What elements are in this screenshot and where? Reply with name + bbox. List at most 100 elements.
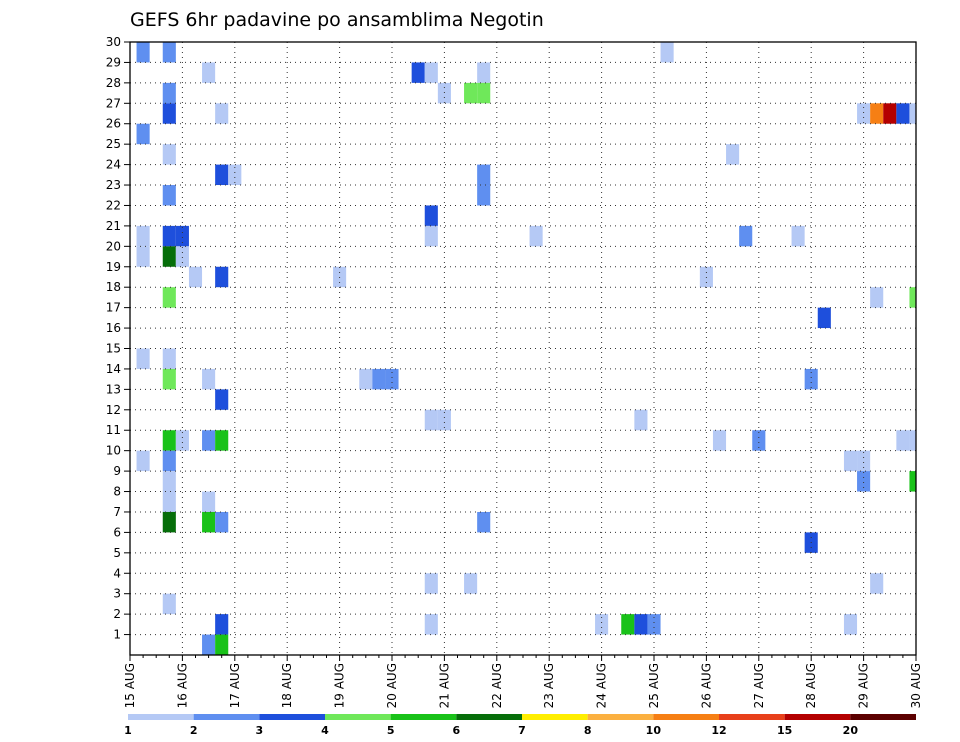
precip-cell: [437, 82, 451, 104]
precip-cell: [870, 103, 884, 124]
y-tick-label: 12: [106, 403, 121, 417]
y-tick-label: 9: [113, 464, 121, 478]
y-tick-label: 27: [106, 96, 121, 110]
precip-cell: [228, 164, 242, 186]
y-tick-label: 15: [106, 342, 121, 356]
plot-frame: [129, 41, 917, 656]
precip-cell: [136, 42, 150, 63]
y-tick-label: 19: [106, 260, 121, 274]
colorbar-label: 20: [843, 724, 859, 737]
colorbar-swatch: [456, 714, 522, 720]
x-tick-label: 16 AUG: [175, 663, 189, 708]
y-tick-label: 7: [113, 505, 121, 519]
precip-cell: [477, 62, 491, 83]
y-tick-label: 22: [106, 198, 121, 212]
precip-cell: [215, 430, 229, 451]
y-tick-label: 30: [106, 35, 121, 49]
precip-cell: [162, 430, 176, 451]
precip-cell: [857, 471, 871, 492]
colorbar-label: 12: [711, 724, 726, 737]
x-tick-label: 23 AUG: [542, 663, 556, 708]
precip-cell: [424, 573, 438, 594]
precip-cell: [595, 614, 609, 635]
chart-title: GEFS 6hr padavine po ansamblima Negotin: [130, 9, 544, 31]
x-tick-label: 24 AUG: [595, 663, 609, 708]
precip-cell: [424, 614, 438, 635]
precip-cell: [909, 103, 916, 124]
colorbar-label: 3: [256, 724, 264, 737]
precip-cell: [215, 389, 229, 410]
precip-cell: [817, 307, 831, 329]
precip-cell: [215, 511, 229, 533]
colorbar-swatch: [784, 714, 851, 720]
precip-cell: [333, 266, 347, 288]
precip-cell: [162, 450, 176, 472]
precip-cell: [909, 471, 916, 492]
colorbar-label: 10: [646, 724, 662, 737]
x-tick-label: 22 AUG: [490, 663, 504, 708]
colorbar-label: 2: [190, 724, 198, 737]
precip-cell: [739, 225, 753, 247]
colorbar-label: 1: [124, 724, 132, 737]
precip-cell: [424, 225, 438, 247]
precip-cell: [162, 144, 176, 165]
x-tick-label: 20 AUG: [385, 663, 399, 708]
colorbar-swatch: [522, 714, 588, 720]
y-tick-label: 11: [106, 423, 121, 437]
precip-cell: [870, 287, 884, 308]
precip-cell: [477, 164, 491, 186]
precip-cell: [699, 266, 713, 288]
x-axis: 15 AUG 16 AUG 17 AUG 18 AUG 19 AUG 20 AUG 21 A…: [123, 655, 923, 708]
y-tick-label: 29: [106, 55, 121, 69]
precip-cell: [424, 205, 438, 226]
precip-cell: [883, 103, 897, 124]
precip-cell: [464, 573, 478, 594]
precip-cell: [660, 42, 674, 63]
precip-cell: [621, 614, 635, 635]
colorbar-swatch: [850, 714, 916, 720]
precip-cell: [215, 164, 229, 186]
precip-cell: [162, 593, 176, 615]
precip-cell: [162, 511, 176, 533]
x-tick-label: 27 AUG: [752, 663, 766, 708]
precip-cell: [136, 348, 150, 369]
precip-cell: [202, 62, 216, 83]
precip-cell: [202, 511, 216, 533]
x-tick-label: 15 AUG: [123, 663, 137, 708]
precip-cell: [162, 348, 176, 369]
precip-cell: [477, 185, 491, 206]
precip-cell: [529, 225, 543, 247]
colorbar-swatch: [587, 714, 654, 720]
precip-cell: [896, 430, 910, 451]
precip-cell: [162, 82, 176, 104]
y-tick-label: 21: [106, 219, 121, 233]
colorbar-swatch: [259, 714, 325, 720]
precip-cell: [136, 225, 150, 247]
precip-cell: [215, 614, 229, 635]
x-tick-label: 17 AUG: [228, 663, 242, 708]
precip-cell: [477, 82, 491, 104]
precip-cell: [162, 368, 176, 390]
precip-cell: [202, 368, 216, 390]
precip-cell: [712, 430, 727, 451]
precip-cell: [136, 123, 150, 145]
y-tick-label: 28: [106, 76, 121, 90]
y-tick-label: 23: [106, 178, 121, 192]
precip-cell: [909, 430, 916, 451]
precip-cell: [464, 82, 478, 104]
colorbar-legend: 1 2 3 4 5 6 7 8 10 12 15 20: [124, 714, 916, 737]
colorbar-label: 7: [518, 724, 526, 737]
precip-cell: [647, 614, 661, 635]
y-tick-label: 16: [106, 321, 121, 335]
precip-cell: [791, 225, 805, 247]
colorbar-label: 5: [387, 724, 395, 737]
y-tick-label: 8: [113, 485, 121, 499]
colorbar-swatch: [325, 714, 391, 720]
precip-cell: [136, 246, 150, 267]
precip-cell: [843, 450, 858, 472]
precip-cell: [634, 409, 648, 431]
y-tick-label: 1: [113, 628, 121, 642]
x-tick-label: 28 AUG: [804, 663, 818, 708]
colorbar-label: 6: [453, 724, 461, 737]
